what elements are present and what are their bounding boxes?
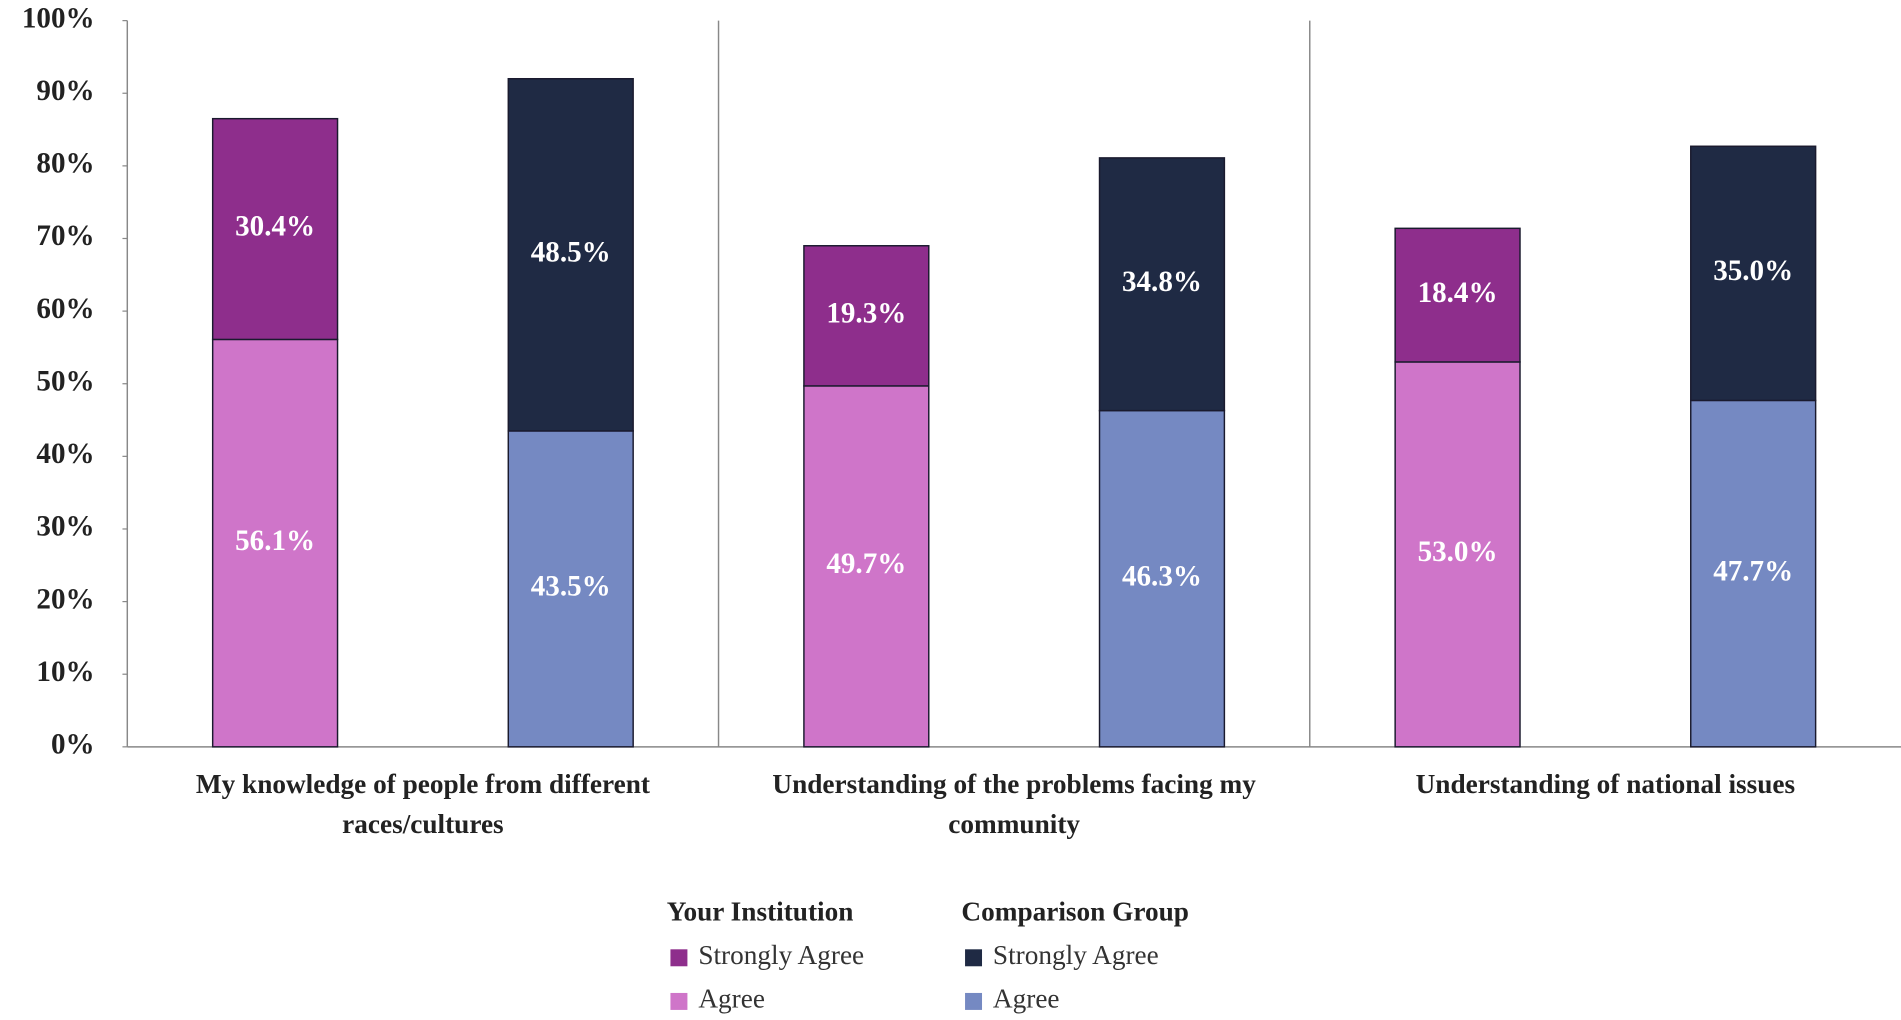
data-label: 48.5% [531,237,611,269]
data-label: 47.7% [1713,555,1793,587]
data-label: 46.3% [1122,560,1202,592]
y-tick-label: 60% [36,293,94,325]
legend-label: Strongly Agree [993,940,1159,970]
y-tick-label: 30% [36,511,94,543]
legend-label: Strongly Agree [698,940,864,970]
data-label: 49.7% [826,548,906,580]
data-label: 30.4% [235,211,315,243]
legend-swatch [965,992,983,1010]
data-label: 43.5% [531,571,611,603]
y-tick-label: 0% [51,729,95,761]
data-label: 53.0% [1418,536,1498,568]
legend-swatch [965,949,983,967]
x-tick-label: My knowledge of people from different rac… [196,769,650,839]
data-label: 18.4% [1418,277,1498,309]
bar-segment [803,385,930,748]
bar-segment [211,117,339,341]
legend-swatch [670,992,688,1010]
x-tick-label: Understanding of the problems facing my c… [772,769,1256,839]
data-label: 35.0% [1713,255,1793,287]
bar-segment [507,77,634,432]
y-tick-label: 50% [36,365,94,397]
y-tick-label: 40% [36,438,94,470]
legend-label: Agree [698,984,765,1014]
bar-segment [1098,157,1226,412]
y-tick-label: 100% [22,2,95,34]
data-label: 19.3% [826,298,906,330]
bar-segment [1394,227,1521,363]
bar-segment [1394,361,1521,748]
y-tick-label: 20% [36,583,94,615]
legend-label: Agree [993,984,1060,1014]
bar-segment [803,245,930,387]
bar-segment [211,338,339,748]
y-tick-label: 90% [36,75,94,107]
bar-segment [1098,409,1226,748]
data-label: 56.1% [235,525,315,557]
legend-heading: Your Institution [667,896,854,926]
bar-segment [1690,399,1817,748]
bar-segment [1690,145,1817,402]
legend-heading: Comparison Group [961,896,1189,926]
legend-swatch [670,949,688,967]
y-tick-label: 70% [36,220,94,252]
y-tick-label: 10% [36,656,94,688]
y-tick-label: 80% [36,148,94,180]
data-label: 34.8% [1122,266,1202,298]
x-tick-label: Understanding of national issues [1416,769,1796,799]
